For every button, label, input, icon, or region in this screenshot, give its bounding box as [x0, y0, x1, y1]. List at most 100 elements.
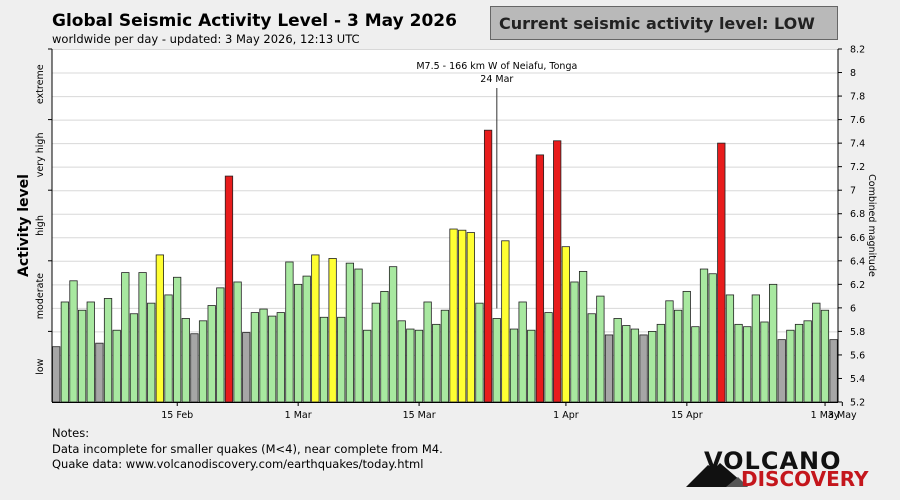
- x-tick-label-2: 15 Mar: [403, 410, 436, 421]
- y2-tick-label-1: 5.4: [850, 374, 865, 385]
- bar-day-89: [812, 302, 821, 403]
- bar-day-91: [829, 339, 838, 403]
- bar-day-26: [268, 315, 277, 403]
- bar-day-68: [630, 328, 640, 403]
- bar-day-32: [319, 316, 329, 403]
- bar-day-2: [60, 301, 69, 403]
- bar-day-41: [397, 320, 406, 403]
- bar-day-81: [743, 326, 752, 403]
- bar-day-21: [224, 175, 234, 403]
- bar-day-88: [803, 320, 812, 403]
- level-label-3: very high: [35, 133, 46, 178]
- y2-tick-label-11: 7.4: [850, 139, 865, 150]
- bar-day-13: [155, 254, 164, 403]
- bar-day-24: [250, 312, 260, 403]
- logo-text-volcano: VOLCANO: [704, 447, 842, 475]
- bar-day-18: [198, 320, 208, 403]
- bar-day-17: [190, 333, 199, 403]
- bar-day-29: [293, 283, 303, 403]
- y2-tick-label-15: 8.2: [850, 45, 865, 56]
- bar-day-65: [604, 334, 614, 403]
- activity-level-status-box: Current seismic activity level: LOW: [490, 6, 838, 40]
- bar-day-20: [216, 287, 225, 403]
- bar-day-64: [596, 295, 605, 403]
- y2-tick-label-5: 6.2: [850, 280, 865, 291]
- x-tick-label-1: 1 Mar: [285, 410, 312, 421]
- bar-day-19: [207, 305, 216, 403]
- bar-day-59: [553, 140, 562, 403]
- bar-day-86: [786, 329, 795, 403]
- chart-title: Global Seismic Activity Level - 3 May 20…: [52, 11, 457, 31]
- y2-tick-label-12: 7.6: [850, 115, 865, 126]
- bar-day-27: [276, 312, 285, 403]
- bar-day-37: [363, 329, 372, 403]
- bar-day-12: [147, 302, 156, 403]
- bar-day-51: [483, 129, 493, 403]
- bar-day-76: [699, 268, 709, 403]
- bar-day-53: [501, 240, 510, 403]
- bar-day-30: [302, 275, 311, 403]
- volcanodiscovery-logo[interactable]: VOLCANO DISCOVERY: [686, 447, 869, 491]
- bar-day-16: [181, 318, 190, 403]
- bar-day-57: [535, 154, 545, 403]
- y2-tick-label-10: 7.2: [850, 162, 865, 173]
- bar-day-33: [328, 258, 337, 403]
- bar-day-52: [492, 318, 501, 403]
- bar-day-84: [769, 283, 778, 403]
- bar-day-11: [138, 272, 147, 403]
- annotation-text: M7.5 - 166 km W of Neiafu, Tonga: [416, 61, 577, 72]
- y2-tick-label-9: 7: [850, 186, 856, 197]
- bar-day-38: [371, 302, 380, 403]
- x-tick-label-4: 15 Apr: [671, 410, 703, 421]
- bar-day-25: [259, 308, 268, 403]
- bar-day-22: [233, 281, 242, 403]
- activity-level-status-text: Current seismic activity level: LOW: [499, 14, 815, 33]
- notes-heading: Notes:: [52, 426, 90, 440]
- bar-day-75: [691, 326, 700, 403]
- bar-day-15: [173, 276, 182, 403]
- bar-day-4: [78, 309, 87, 403]
- bar-day-87: [794, 323, 804, 403]
- bar-day-45: [432, 323, 441, 403]
- bar-day-62: [578, 270, 588, 403]
- bar-day-79: [725, 294, 735, 403]
- y-axis-title: Activity level: [16, 174, 32, 277]
- volcano-mountain-icon: [686, 463, 748, 487]
- bar-day-48: [458, 229, 467, 403]
- bar-day-9: [121, 272, 130, 403]
- y2-tick-label-7: 6.6: [850, 233, 865, 244]
- bar-day-58: [544, 312, 553, 403]
- bar-day-74: [682, 290, 691, 403]
- notes-line-source: Quake data: www.volcanodiscovery.com/ear…: [52, 457, 424, 471]
- bar-day-78: [717, 142, 726, 403]
- bar-day-8: [112, 329, 121, 403]
- bar-day-69: [639, 334, 648, 403]
- x-tick-label-6: 3 May: [828, 410, 857, 421]
- bar-day-7: [103, 298, 113, 403]
- x-tick-label-3: 1 Apr: [553, 410, 579, 421]
- bar-day-61: [570, 281, 579, 403]
- chart-subtitle: worldwide per day - updated: 3 May 2026,…: [52, 32, 360, 46]
- y2-tick-label-3: 5.8: [850, 327, 865, 338]
- bar-day-14: [164, 294, 173, 403]
- level-label-1: moderate: [35, 273, 46, 319]
- bar-day-6: [95, 342, 104, 403]
- level-label-2: high: [35, 215, 46, 236]
- bar-day-5: [86, 301, 95, 403]
- bar-day-70: [648, 330, 657, 403]
- bar-day-46: [440, 309, 450, 403]
- level-label-0: low: [35, 358, 46, 374]
- x-tick-label-0: 15 Feb: [161, 410, 193, 421]
- annotation-date: 24 Mar: [480, 74, 513, 85]
- bar-day-55: [518, 301, 527, 403]
- bar-day-83: [760, 321, 769, 403]
- bar-day-71: [656, 323, 665, 403]
- bar-day-39: [380, 290, 389, 403]
- y2-tick-label-4: 6: [850, 303, 856, 314]
- y2-tick-label-2: 5.6: [850, 350, 865, 361]
- bar-day-36: [354, 268, 363, 403]
- bar-day-40: [388, 266, 398, 403]
- bar-day-63: [587, 313, 596, 403]
- bar-day-60: [561, 246, 570, 403]
